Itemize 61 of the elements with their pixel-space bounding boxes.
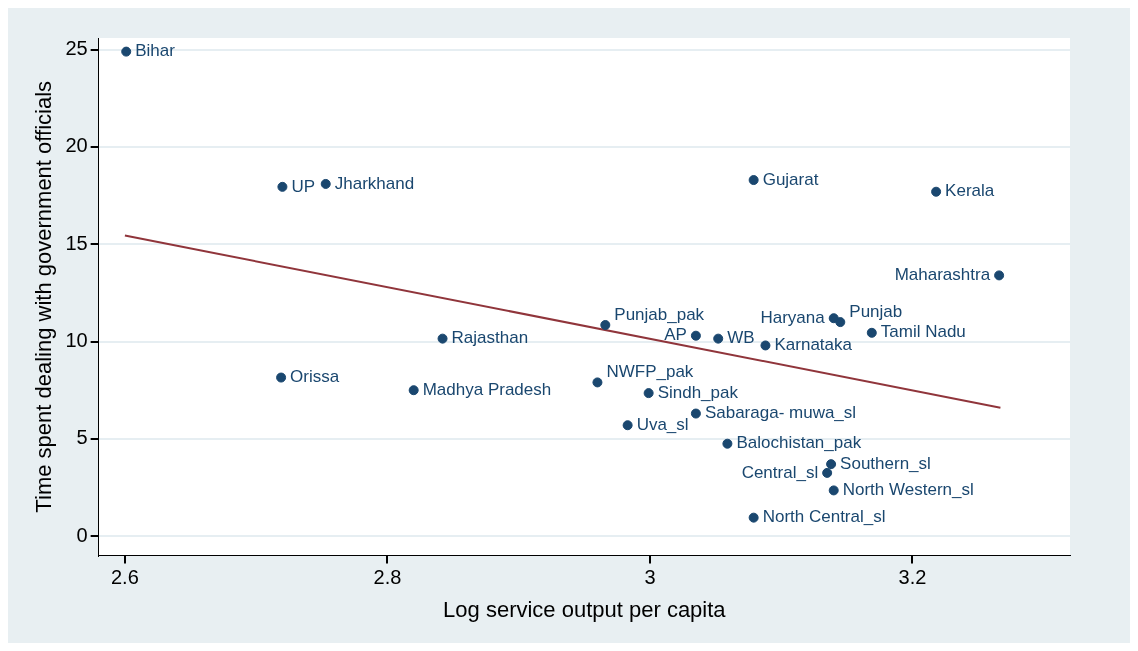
point bbox=[713, 333, 724, 344]
point bbox=[437, 333, 448, 344]
annotation: Sabaraga- muwa_sl bbox=[704, 403, 857, 423]
annotation: NWFP_pak bbox=[606, 362, 694, 382]
point bbox=[276, 372, 287, 383]
annotation: Gujarat bbox=[762, 169, 819, 189]
annotation: Balochistan_pak bbox=[736, 433, 862, 453]
point bbox=[320, 178, 331, 189]
point bbox=[748, 175, 759, 186]
annotation: Punjab_pak bbox=[614, 304, 705, 324]
annotation: Haryana bbox=[760, 307, 826, 327]
y-tick-label: 10 bbox=[65, 329, 88, 352]
x-tick-label: 3.2 bbox=[898, 566, 927, 589]
annotation: Bihar bbox=[135, 41, 176, 61]
point bbox=[826, 459, 837, 470]
y-tick-label: 20 bbox=[65, 134, 88, 157]
point bbox=[722, 438, 733, 449]
y-tick-label: 25 bbox=[65, 37, 88, 60]
annotation: Jharkhand bbox=[334, 173, 415, 193]
annotation: UP bbox=[291, 176, 316, 196]
y-tick-label: 15 bbox=[65, 231, 88, 254]
annotation: Central_sl bbox=[741, 462, 819, 482]
annotation: North Western_sl bbox=[842, 480, 974, 500]
x-tick-label: 2.8 bbox=[373, 566, 402, 589]
annotation: Karnataka bbox=[774, 335, 853, 355]
point bbox=[828, 485, 839, 496]
point bbox=[866, 327, 877, 338]
annotation: North Central_sl bbox=[762, 507, 886, 527]
y-tick-label: 5 bbox=[76, 426, 88, 449]
annotation: WB bbox=[727, 328, 755, 348]
point bbox=[121, 46, 132, 57]
point bbox=[822, 467, 833, 478]
x-axis-title: Log service output per capita bbox=[443, 596, 727, 622]
annotation: Tamil Nadu bbox=[880, 322, 966, 342]
point bbox=[600, 320, 611, 331]
point bbox=[622, 420, 633, 431]
annotation: Orissa bbox=[290, 367, 340, 387]
point bbox=[277, 181, 288, 192]
annotation: Sindh_pak bbox=[657, 382, 739, 402]
point bbox=[690, 408, 701, 419]
annotation: Rajasthan bbox=[451, 328, 529, 348]
point bbox=[835, 317, 846, 328]
y-tick-label: 0 bbox=[76, 523, 88, 546]
point bbox=[748, 512, 759, 523]
point bbox=[690, 330, 701, 341]
annotation: Southern_sl bbox=[840, 453, 931, 473]
annotation: Punjab bbox=[849, 301, 903, 321]
annotation: Uva_sl bbox=[636, 414, 689, 434]
annotation: Kerala bbox=[945, 181, 995, 201]
point bbox=[931, 186, 942, 197]
point bbox=[408, 385, 419, 396]
y-axis-title: Time spent dealing with government officials bbox=[31, 80, 57, 513]
annotation: Madhya Pradesh bbox=[422, 379, 552, 399]
x-tick-label: 3 bbox=[644, 566, 656, 589]
annotation: Maharashtra bbox=[894, 265, 991, 285]
point bbox=[994, 270, 1005, 281]
point bbox=[592, 377, 603, 388]
point bbox=[643, 388, 654, 399]
x-tick-label: 2.6 bbox=[110, 566, 139, 589]
annotation: AP bbox=[664, 325, 687, 345]
point bbox=[760, 340, 771, 351]
